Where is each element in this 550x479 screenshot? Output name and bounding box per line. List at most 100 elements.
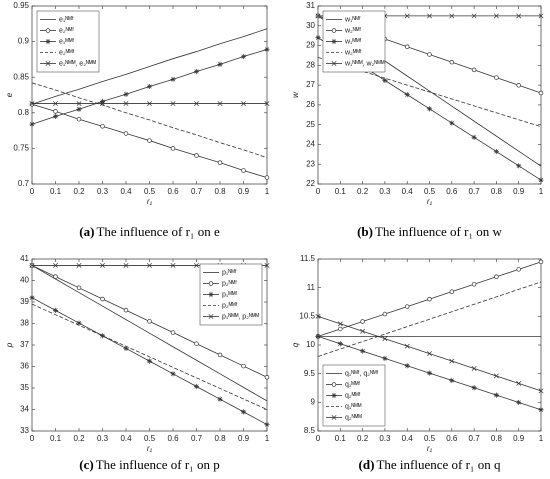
marker (264, 175, 270, 180)
y-tick-label: 0.8 (18, 108, 30, 117)
marker (471, 281, 477, 287)
legend-label: q₂ᴹᴹᶠ (345, 392, 361, 399)
legend-label: e₂ᴹᴹᶠ (59, 49, 75, 56)
marker (449, 289, 455, 294)
marker (360, 328, 366, 334)
x-tick-label: 0.7 (191, 434, 203, 443)
x-tick-label: 0.4 (402, 434, 414, 443)
x-axis-label: r₁ (147, 444, 153, 453)
y-tick-label: 39 (20, 297, 29, 306)
y-tick-label: 37 (20, 340, 29, 349)
y-tick-label: 0.7 (18, 179, 30, 188)
marker (404, 343, 410, 349)
marker (264, 375, 270, 380)
x-tick-label: 0.4 (402, 187, 414, 196)
y-axis-label: e (5, 92, 14, 97)
legend-label: w₂ᴹᴹᶠ (344, 49, 362, 56)
panel: 0 0.1 0.2 0.3 0.4 0.5 0.6 0.7 0.8 0.9 1 33 34 35 36 37 3… (5, 254, 270, 472)
x-tick-label: 0.9 (513, 187, 525, 196)
caption: (b) The influence of r₁ on w (357, 224, 502, 239)
caption-text: The influence of r₁ on p (96, 457, 220, 472)
marker (147, 138, 152, 143)
x-tick-label: 0.2 (73, 187, 85, 196)
caption-label: (d) (359, 457, 375, 472)
marker (241, 363, 246, 369)
marker (76, 106, 82, 112)
x-axis-label: r₁ (427, 197, 433, 206)
marker (315, 13, 321, 19)
marker (471, 366, 477, 371)
marker (264, 46, 270, 53)
x-tick-label: 0.9 (238, 434, 250, 443)
marker (264, 263, 270, 268)
series-line (31, 82, 268, 159)
x-tick-label: 0.3 (97, 434, 109, 443)
marker (53, 274, 58, 279)
caption-text: The influence of r₁ on e (96, 224, 220, 239)
marker (338, 326, 343, 332)
x-tick-label: 0.3 (97, 187, 109, 196)
marker (471, 385, 477, 391)
marker (123, 101, 129, 106)
legend-label: e₁ᴺᴹᴹ, e₂ᴺᴹᴹ (59, 60, 96, 67)
y-tick-label: 33 (20, 426, 29, 435)
marker (516, 267, 521, 272)
legend-swatch (208, 314, 214, 319)
marker (315, 333, 321, 339)
marker (123, 131, 129, 136)
marker (538, 13, 544, 19)
y-tick-label: 10.5 (299, 311, 315, 320)
caption-label: (a) (79, 224, 94, 239)
caption-text: The influence of r₁ on q (376, 457, 501, 472)
marker (449, 377, 455, 384)
y-tick-label: 8.5 (304, 426, 316, 435)
y-tick-label: 9 (311, 397, 316, 406)
marker (217, 101, 223, 106)
marker (147, 263, 152, 268)
y-axis-label: p (5, 342, 14, 348)
legend-swatch (331, 392, 337, 399)
marker (76, 116, 82, 122)
marker (29, 121, 35, 127)
x-tick-label: 0.3 (379, 434, 391, 443)
y-tick-label: 38 (20, 319, 29, 328)
marker (170, 371, 176, 377)
legend-label: q₁ᴹᴹᶠ (345, 381, 360, 388)
legend-label: q₁ᴺᴹᶠ, q₂ᴺᴹᶠ (345, 370, 379, 377)
legend-swatch (331, 415, 337, 420)
caption: (c) The influence of r₁ on p (79, 457, 219, 472)
y-tick-label: 11.5 (300, 254, 316, 263)
y-tick-label: 23 (306, 159, 315, 168)
marker (404, 44, 410, 49)
x-tick-label: 0.6 (446, 187, 458, 196)
marker (427, 52, 432, 57)
marker (315, 313, 321, 319)
x-tick-label: 0.2 (357, 187, 369, 196)
legend-swatch (208, 281, 214, 286)
marker (337, 321, 343, 327)
x-tick-label: 0.1 (50, 187, 62, 196)
y-tick-label: 0.95 (13, 1, 29, 10)
marker (217, 352, 223, 358)
x-tick-label: 0 (30, 187, 35, 196)
y-tick-label: 31 (306, 1, 315, 10)
marker (427, 13, 432, 19)
marker (516, 399, 522, 406)
panel: 0 0.1 0.2 0.3 0.4 0.5 0.6 0.7 0.8 0.9 1 8.5 9 9.5 10 10… (291, 254, 544, 472)
marker (404, 304, 410, 309)
marker (538, 259, 544, 265)
legend-swatch (331, 61, 337, 66)
legend-label: e₂ᴺᴹᶠ (59, 27, 74, 34)
y-tick-label: 34 (20, 405, 29, 414)
legend-label: e₁ᴹᴹᶠ (59, 38, 74, 45)
legend-label: q₂ᴺᴹᴹ (345, 414, 362, 421)
marker (241, 101, 246, 106)
marker (99, 98, 106, 105)
marker (217, 396, 223, 402)
x-tick-label: 0.8 (214, 434, 226, 443)
y-tick-label: 36 (20, 362, 29, 371)
y-tick-label: 0.9 (18, 37, 30, 46)
caption-text: The influence of r₁ on w (375, 224, 503, 239)
marker (493, 373, 499, 379)
